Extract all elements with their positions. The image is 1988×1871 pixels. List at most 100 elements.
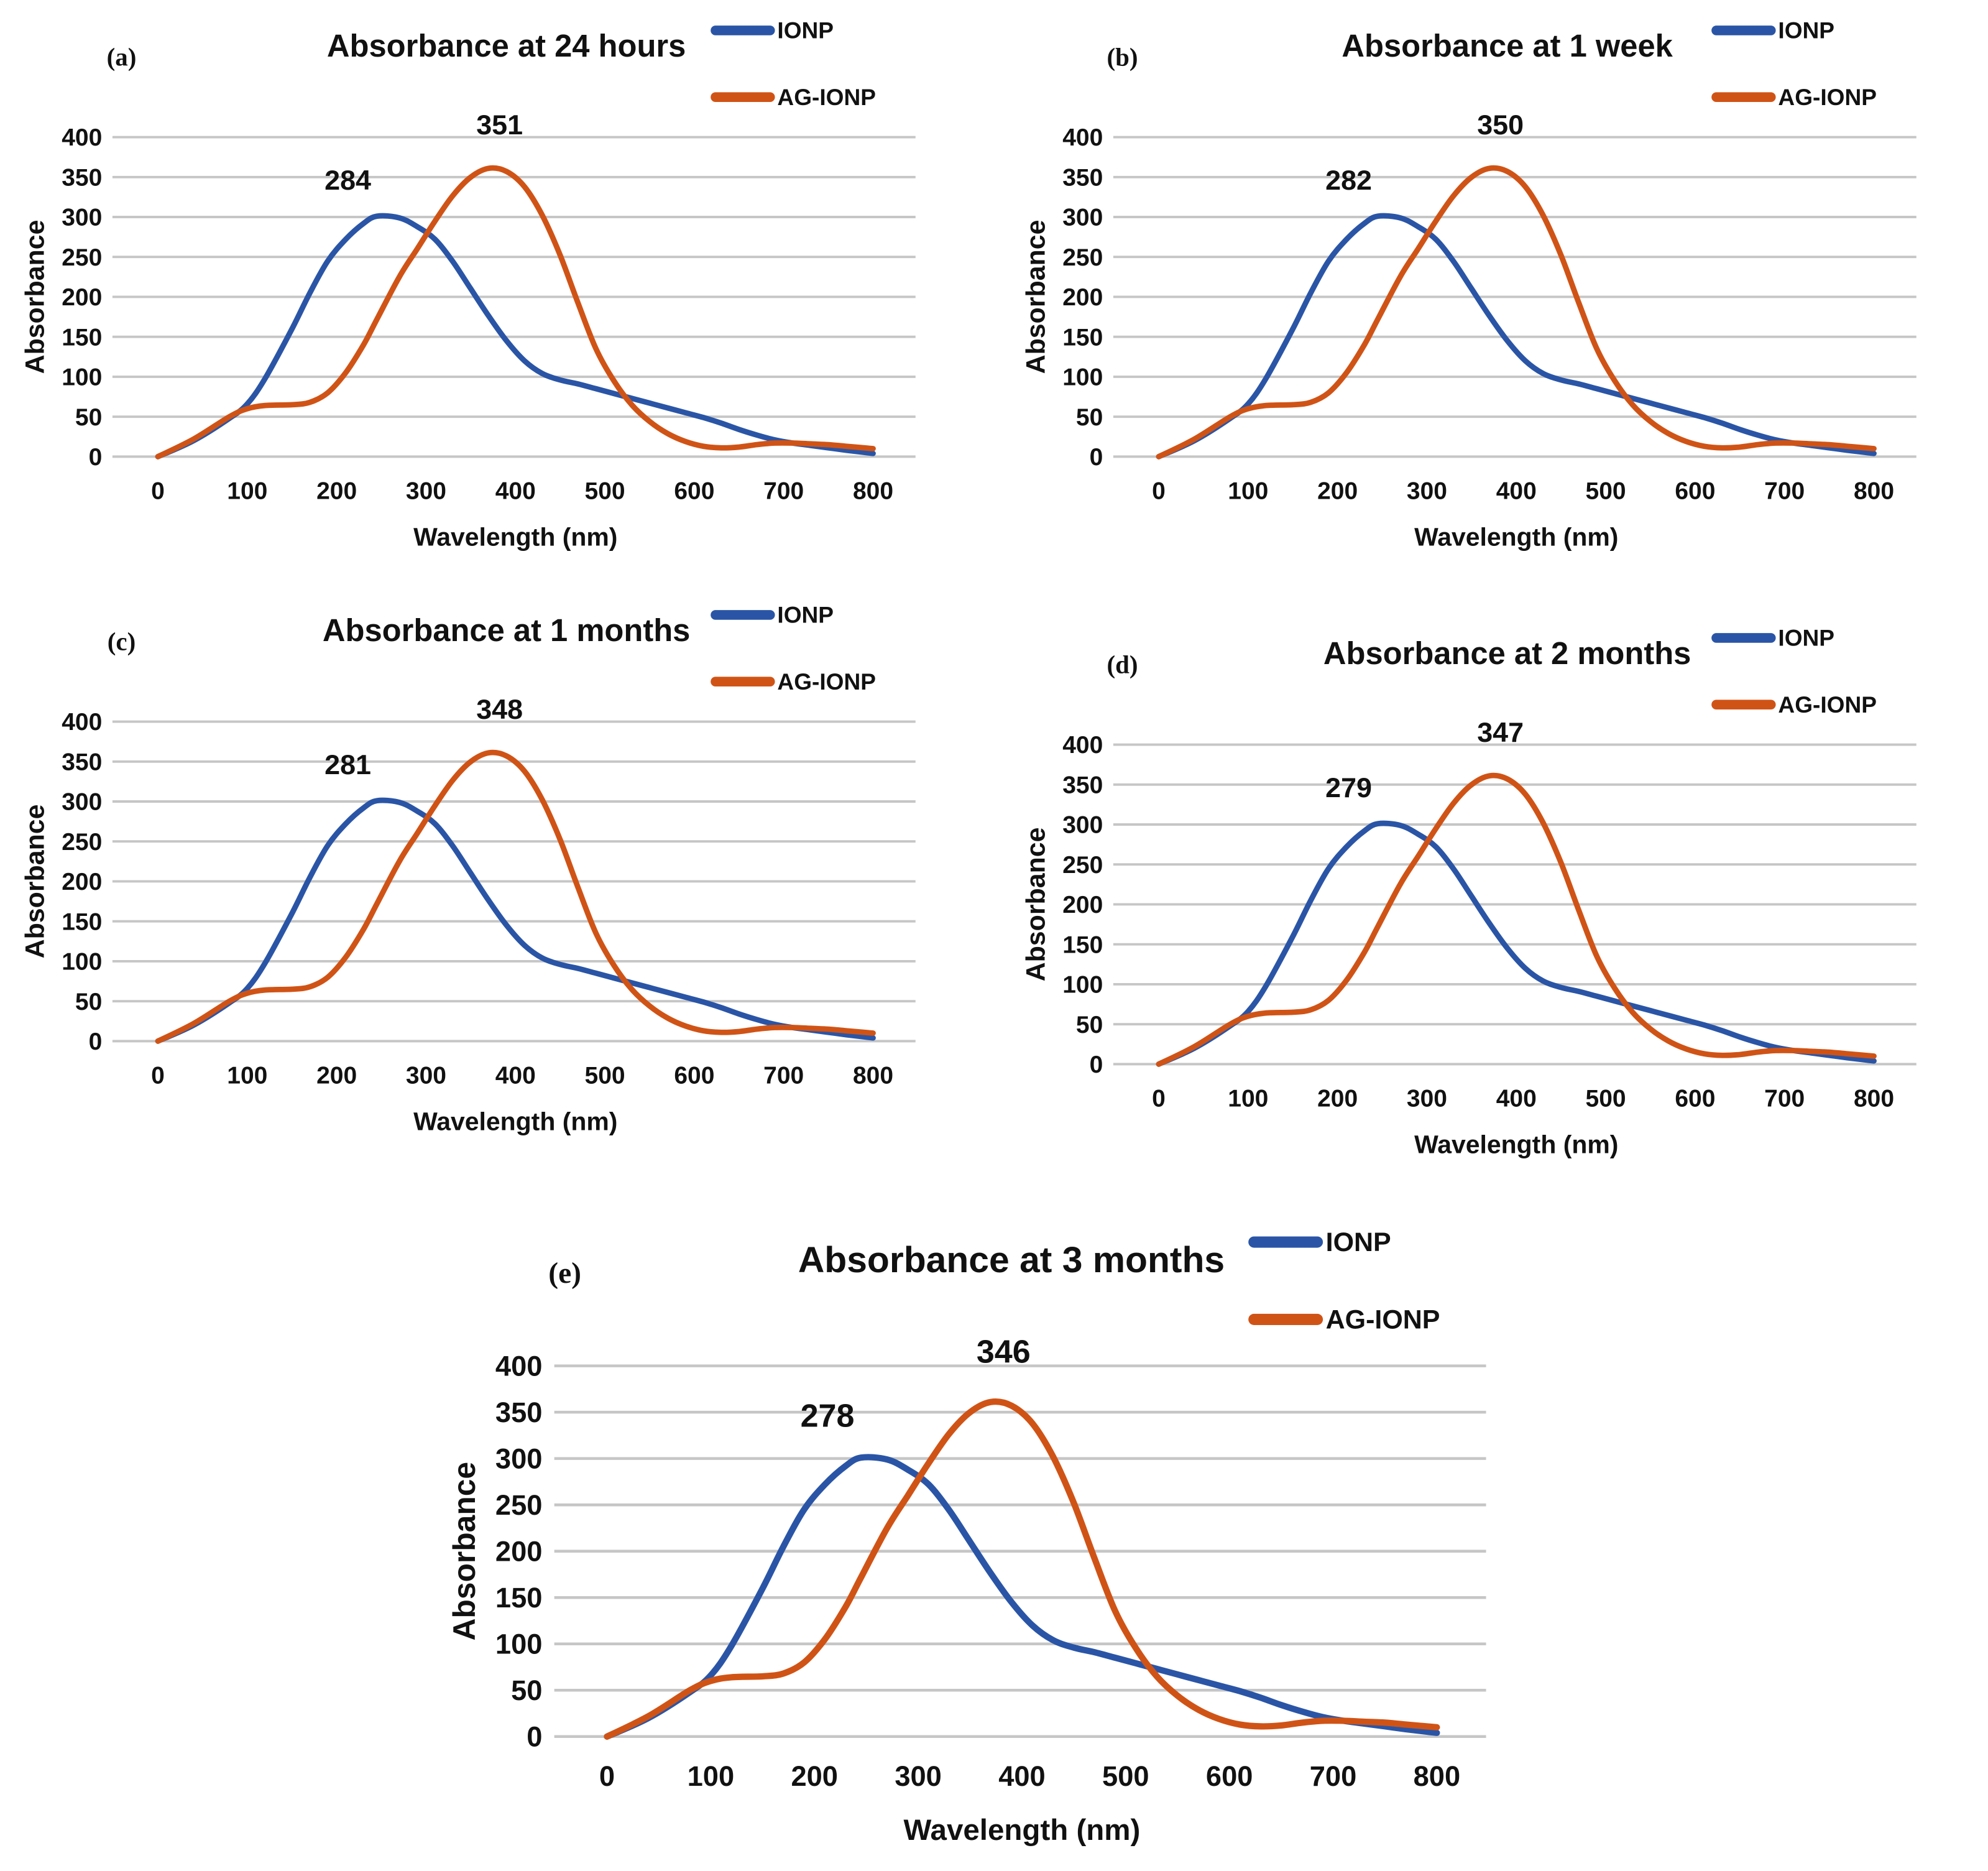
x-tick-label: 800 [1414, 1760, 1461, 1792]
panel-letter: (e) [548, 1257, 581, 1290]
y-tick-label: 100 [1062, 972, 1103, 999]
x-tick-label: 600 [1675, 1086, 1715, 1112]
x-tick-label: 400 [495, 478, 536, 505]
y-axis-title: Absorbance [447, 1462, 482, 1641]
ag-ionp-curve [1156, 772, 1877, 1067]
x-tick-label: 700 [1310, 1760, 1357, 1792]
peak-label-ag-ionp: 348 [476, 693, 523, 725]
x-tick-label: 100 [1228, 478, 1268, 505]
x-tick-label: 100 [688, 1760, 735, 1792]
legend-label-ag-ionp: AG-IONP [777, 84, 875, 110]
x-tick-label: 500 [585, 478, 625, 505]
ag-ionp-curve [155, 749, 876, 1044]
y-tick-label: 0 [1090, 1051, 1103, 1078]
x-tick-label: 600 [1675, 478, 1715, 505]
y-tick-label: 250 [1062, 852, 1103, 879]
y-tick-label: 100 [495, 1628, 543, 1660]
y-tick-label: 250 [62, 829, 102, 856]
legend-label-ionp: IONP [777, 17, 834, 44]
y-tick-label: 350 [1062, 772, 1103, 798]
x-tick-label: 0 [151, 1063, 165, 1089]
chart-title: Absorbance at 1 months [323, 612, 690, 648]
y-tick-label: 400 [1062, 124, 1103, 151]
y-tick-label: 350 [62, 164, 102, 191]
y-tick-label: 400 [1062, 732, 1103, 759]
y-tick-label: 0 [89, 444, 103, 471]
chart-panel-d: 400 350 300 250 200 150 100 50 0 0 100 200 300 400 500… [1013, 612, 1983, 1176]
panel-letter: (c) [108, 628, 136, 656]
x-tick-label: 300 [1407, 1086, 1447, 1112]
panel-letter: (d) [1107, 651, 1138, 679]
ag-ionp-curve [604, 1398, 1440, 1740]
x-axis-title: Wavelength (nm) [413, 523, 617, 552]
x-tick-label: 0 [1152, 478, 1166, 505]
y-axis-title: Absorbance [1021, 220, 1051, 374]
chart-title: Absorbance at 24 hours [327, 28, 686, 63]
x-tick-label: 400 [1496, 1086, 1537, 1112]
y-tick-label: 300 [495, 1443, 543, 1474]
y-tick-label: 200 [495, 1536, 543, 1568]
x-tick-label: 700 [1764, 478, 1805, 505]
y-tick-label: 350 [495, 1397, 543, 1428]
y-tick-label: 400 [62, 709, 102, 736]
ionp-curve [1156, 213, 1877, 460]
x-tick-label: 600 [674, 1063, 714, 1089]
x-tick-label: 100 [227, 1063, 267, 1089]
x-tick-label: 400 [998, 1760, 1046, 1792]
ionp-curve [604, 1454, 1440, 1740]
y-axis-title: Absorbance [21, 805, 50, 959]
y-tick-label: 200 [1062, 284, 1103, 311]
x-tick-label: 500 [1586, 1086, 1626, 1112]
y-tick-label: 250 [62, 244, 102, 271]
chart-panel-b: 400 350 300 250 200 150 100 50 0 0 100 200 300 400 500… [1013, 5, 1983, 569]
x-tick-label: 700 [763, 1063, 804, 1089]
ionp-curve [155, 797, 876, 1044]
x-tick-label: 500 [1586, 478, 1626, 505]
peak-label-ionp: 281 [324, 749, 371, 780]
y-tick-label: 150 [1062, 324, 1103, 351]
x-tick-label: 200 [1317, 478, 1358, 505]
y-tick-label: 200 [62, 869, 102, 895]
y-tick-label: 250 [1062, 244, 1103, 271]
chart-panel-c: 400 350 300 250 200 150 100 50 0 0 100 200 300 400 500… [12, 589, 982, 1153]
panel-letter: (b) [1107, 44, 1138, 72]
legend-label-ag-ionp: AG-IONP [1326, 1305, 1440, 1335]
x-tick-label: 100 [1228, 1086, 1268, 1112]
legend-label-ag-ionp: AG-IONP [1778, 691, 1876, 718]
y-tick-label: 100 [62, 364, 102, 391]
x-axis-title: Wavelength (nm) [413, 1107, 617, 1136]
x-tick-label: 200 [1317, 1086, 1358, 1112]
x-tick-label: 800 [1854, 478, 1894, 505]
x-tick-label: 200 [316, 478, 357, 505]
y-tick-label: 300 [62, 205, 102, 231]
x-tick-label: 800 [853, 1063, 893, 1089]
y-tick-label: 50 [1076, 404, 1103, 431]
x-tick-label: 500 [585, 1063, 625, 1089]
x-tick-label: 0 [151, 478, 165, 505]
x-axis-title: Wavelength (nm) [1414, 523, 1618, 552]
peak-label-ionp: 279 [1325, 772, 1372, 803]
ionp-curve [1156, 820, 1877, 1067]
y-tick-label: 100 [1062, 364, 1103, 391]
y-tick-label: 50 [1076, 1012, 1103, 1038]
ionp-curve [155, 213, 876, 460]
panel-letter: (a) [107, 44, 137, 72]
y-tick-label: 0 [527, 1721, 542, 1753]
x-axis-title: Wavelength (nm) [903, 1814, 1140, 1847]
y-tick-label: 300 [1062, 205, 1103, 231]
y-tick-label: 50 [511, 1675, 542, 1706]
y-tick-label: 50 [75, 989, 102, 1015]
x-tick-label: 500 [1102, 1760, 1149, 1792]
legend-label-ionp: IONP [1326, 1227, 1391, 1257]
x-tick-label: 100 [227, 478, 267, 505]
peak-label-ionp: 278 [801, 1398, 855, 1434]
chart-title: Absorbance at 3 months [798, 1240, 1225, 1280]
y-tick-label: 300 [62, 789, 102, 816]
x-tick-label: 200 [316, 1063, 357, 1089]
legend-label-ag-ionp: AG-IONP [1778, 84, 1876, 110]
x-tick-label: 200 [791, 1760, 838, 1792]
legend-label-ag-ionp: AG-IONP [777, 668, 875, 695]
